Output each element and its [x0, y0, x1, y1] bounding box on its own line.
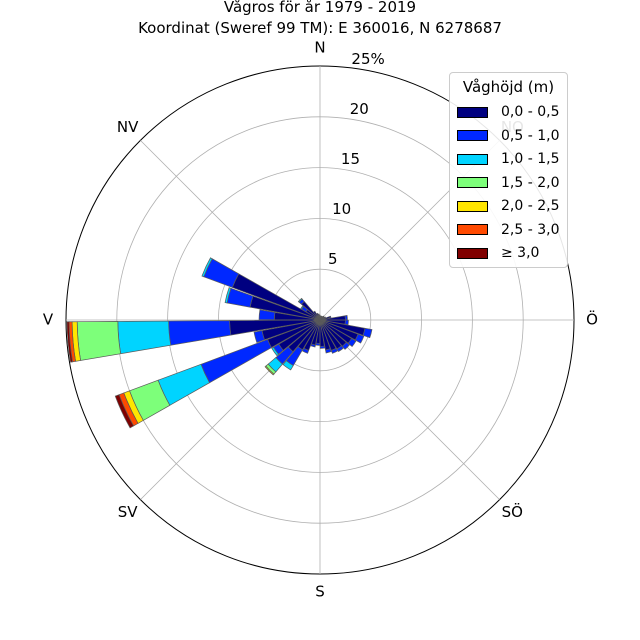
direction-label: NV [117, 118, 139, 136]
bar-sector-185-class-6 [66, 321, 73, 363]
legend-label: 1,5 - 2,0 [501, 174, 560, 191]
legend-title: Våghöjd (m) [462, 78, 555, 96]
legend-swatch [457, 106, 488, 118]
legend-item: 1,5 - 2,0 [457, 174, 559, 192]
legend-item: 2,0 - 2,5 [457, 197, 559, 215]
legend: Våghöjd (m) 0,0 - 0,5 0,5 - 1,0 1,0 - 1,5 1… [449, 72, 568, 268]
direction-label: V [43, 311, 54, 329]
bar-sector-185-class-3 [76, 321, 122, 361]
legend-swatch [457, 200, 488, 212]
radial-tick-label: 10 [332, 200, 351, 218]
bar-sector-155-class-2 [201, 257, 213, 278]
spoke-5 [319, 319, 500, 500]
bar-sector-245-class-1 [301, 347, 310, 354]
bar-sector-355-class-1 [344, 319, 349, 326]
bar-sector-235-class-2 [282, 360, 294, 371]
bar-sector-135-class-2 [297, 297, 303, 303]
bar-sector-275-class-1 [319, 345, 326, 349]
legend-label: 1,0 - 1,5 [501, 151, 560, 167]
bar-sector-205-class-1 [200, 339, 272, 384]
radial-tick-label: 25% [351, 50, 384, 68]
direction-label: Ö [586, 310, 598, 329]
radial-tick-label: 20 [350, 100, 369, 118]
bar-sector-15-class-1 [329, 315, 332, 319]
bar-sector-345-class-1 [362, 327, 373, 339]
bar-sector-185-class-2 [117, 320, 172, 355]
legend-swatch [457, 177, 488, 188]
bar-sector-225-class-4 [264, 365, 275, 376]
direction-label: S [315, 583, 325, 601]
legend-item: 2,5 - 3,0 [457, 221, 559, 239]
bar-sector-175-class-1 [258, 309, 276, 321]
bar-sector-285-class-1 [325, 348, 332, 354]
legend-item: ≥ 3,0 [457, 244, 539, 262]
radial-tick-label: 5 [328, 250, 338, 268]
bar-sector-325-class-1 [347, 338, 357, 348]
legend-item: 1,0 - 1,5 [457, 150, 559, 168]
bar-sector-305-class-1 [336, 345, 344, 353]
legend-item: 0,0 - 0,5 [457, 103, 559, 121]
radial-tick-label: 15 [341, 150, 360, 168]
legend-label: 2,0 - 2,5 [501, 198, 560, 214]
bar-sector-195-class-1 [253, 330, 265, 343]
direction-label: N [314, 39, 325, 57]
direction-label: SV [118, 503, 139, 521]
polar-grid [65, 65, 575, 575]
legend-swatch [457, 247, 488, 259]
bar-sector-205-class-6 [114, 394, 135, 429]
bar-group [66, 257, 373, 429]
bar-sector-265-class-1 [315, 342, 321, 346]
bar-sector-185-class-1 [168, 320, 232, 346]
legend-label: 0,5 - 1,0 [501, 127, 560, 144]
bar-sector-5-class-1 [344, 315, 348, 321]
direction-label: SÖ [502, 502, 523, 521]
bar-sector-255-class-1 [310, 343, 316, 348]
bar-sector-295-class-1 [330, 347, 339, 354]
bar-sector-215-class-2 [271, 346, 280, 357]
legend-swatch [457, 153, 488, 165]
legend-swatch [457, 224, 488, 235]
spoke-1 [140, 140, 321, 321]
bar-sector-165-class-2 [224, 287, 232, 304]
bar-sector-335-class-1 [354, 333, 365, 344]
legend-label: 0,0 - 0,5 [501, 104, 560, 120]
legend-item: 0,5 - 1,0 [457, 127, 559, 145]
legend-label: 2,5 - 3,0 [501, 221, 560, 238]
chart-subtitle: Koordinat (Sweref 99 TM): E 360016, N 62… [138, 19, 502, 37]
chart-title: Vågros för år 1979 - 2019 [224, 0, 416, 16]
legend-swatch [457, 130, 488, 141]
bar-sector-315-class-1 [341, 341, 350, 350]
legend-label: ≥ 3,0 [501, 245, 540, 261]
